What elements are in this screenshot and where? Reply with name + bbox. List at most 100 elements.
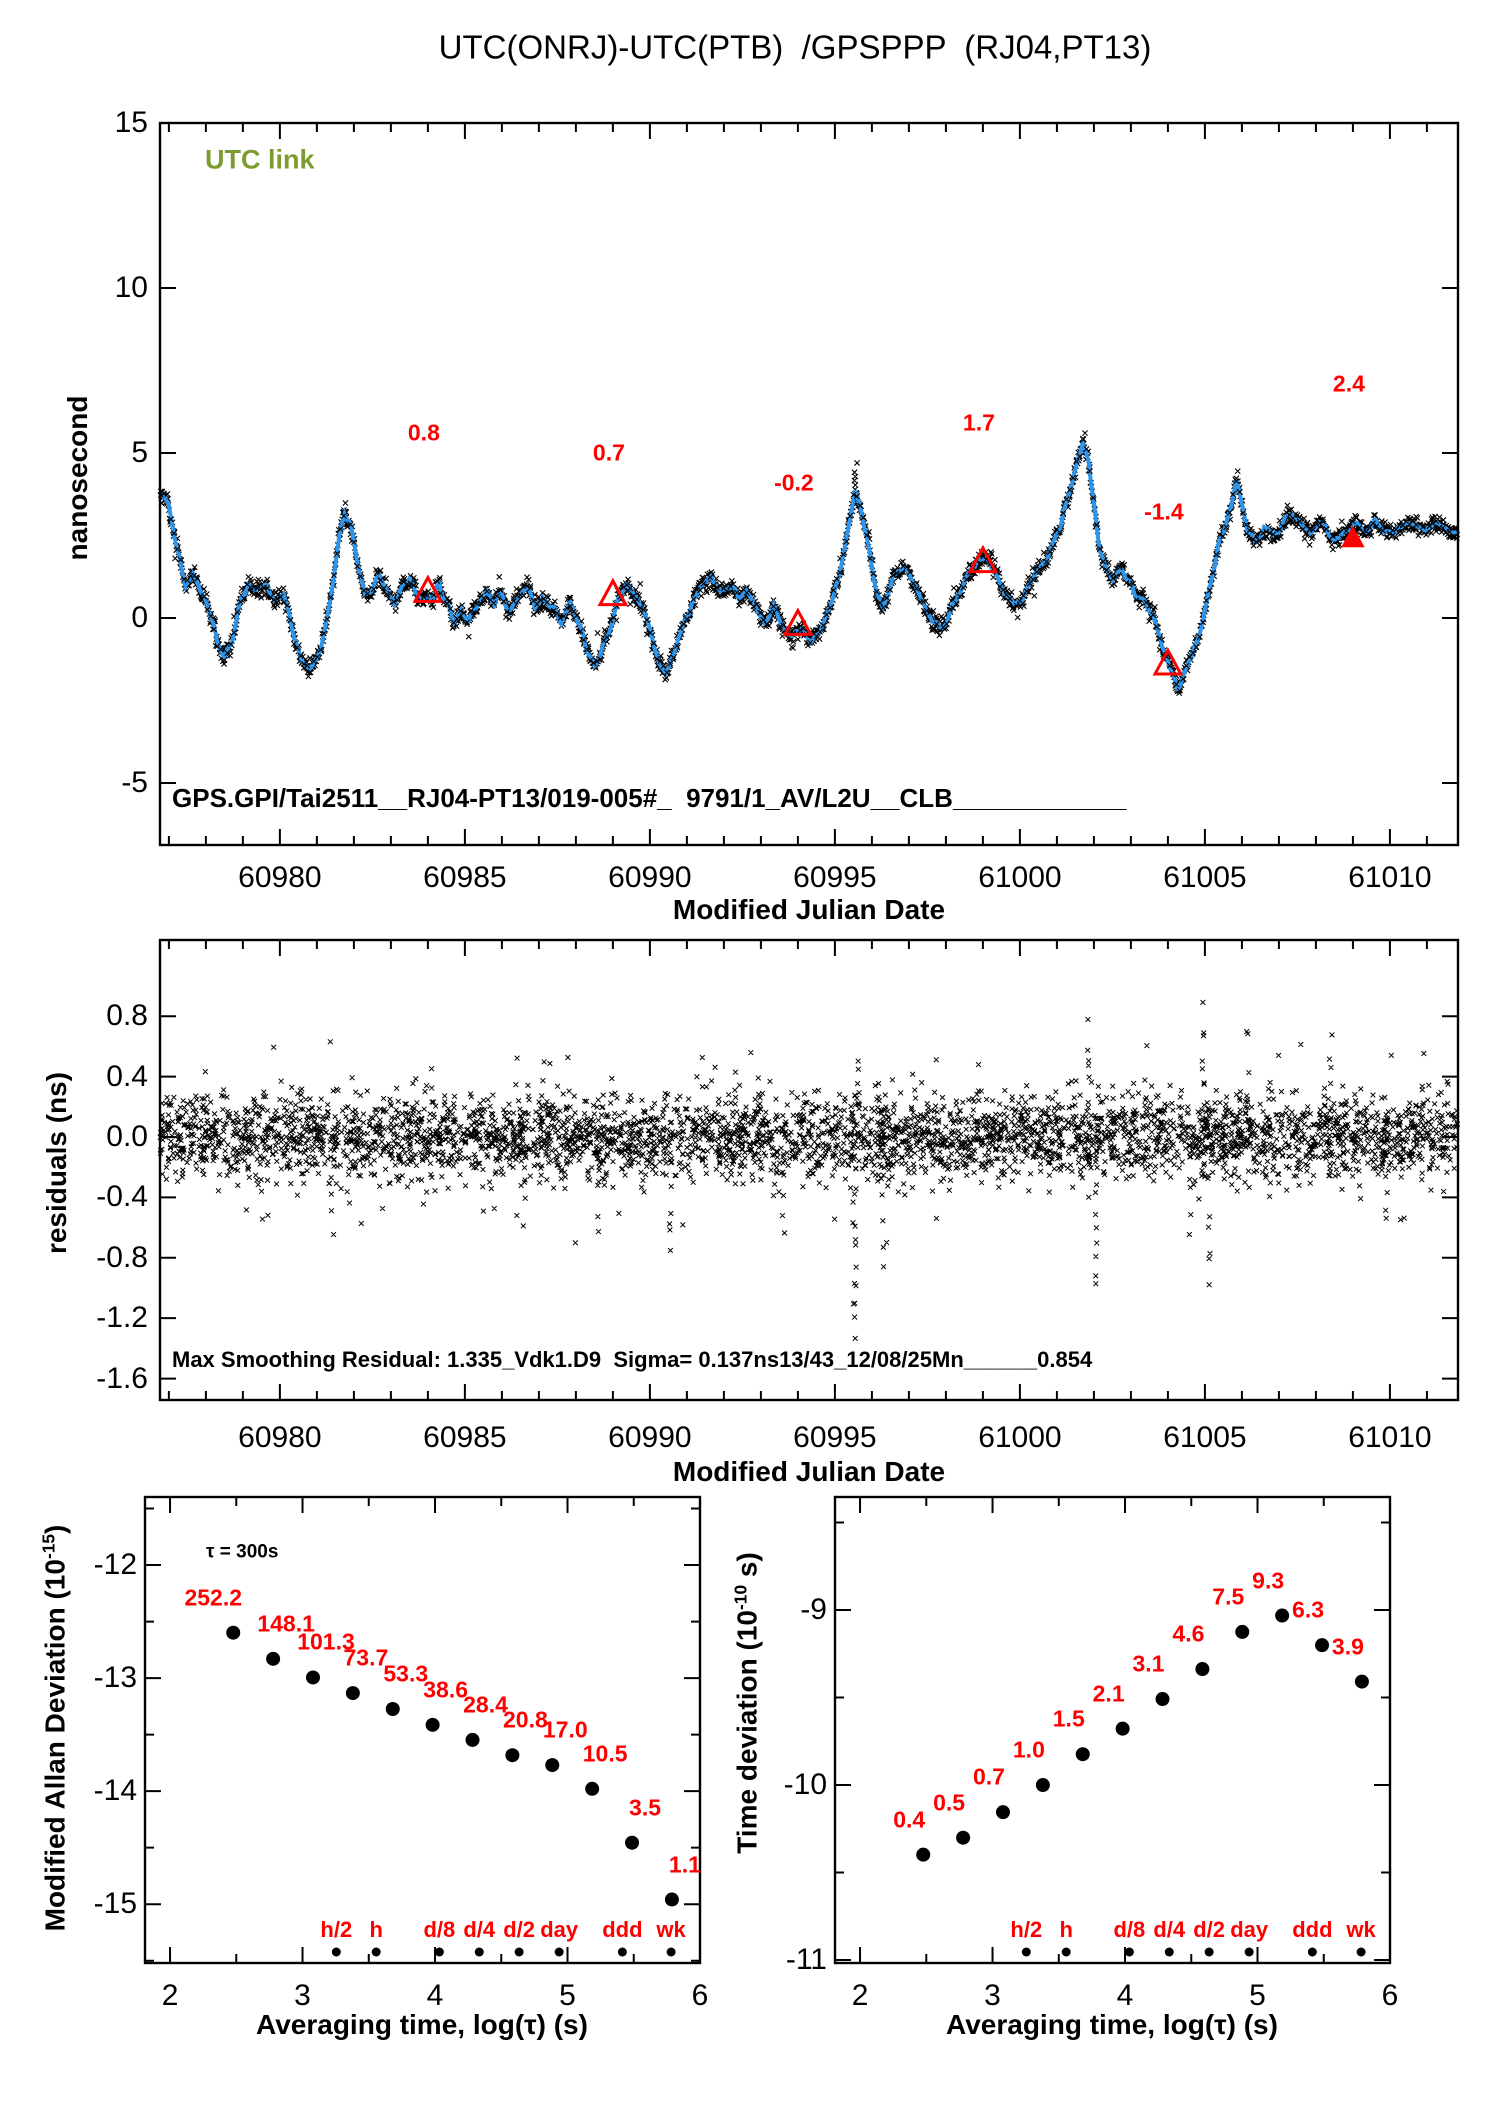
tdev-time-mark-dot <box>1164 1947 1174 1957</box>
mdev-x-tick-label: 2 <box>161 1979 179 2012</box>
tdev-value-label: 9.3 <box>1252 1567 1285 1594</box>
calibration-value-label: 0.8 <box>407 419 440 446</box>
top-y-tick-label: 0 <box>131 600 148 634</box>
tdev-time-mark-dot <box>1204 1947 1214 1957</box>
mdev-value-label: 10.5 <box>582 1740 628 1767</box>
residuals-panel-frame <box>158 938 1460 1402</box>
top-x-tick-label: 61005 <box>1163 861 1247 894</box>
mdev-data-point <box>625 1835 640 1850</box>
tdev-time-mark-label: d/2 <box>1193 1917 1226 1942</box>
tdev-y-title-suffix: s) <box>731 1552 763 1585</box>
tdev-time-mark-label: day <box>1230 1917 1269 1942</box>
residuals-x-tick-label: 60995 <box>793 1421 877 1454</box>
calibration-value-label: -0.2 <box>774 469 814 496</box>
mdev-time-mark-label: d/2 <box>503 1917 536 1942</box>
top-x-axis-title: Modified Julian Date <box>672 894 946 925</box>
residuals-x-tick-label: 60985 <box>423 1421 507 1454</box>
residuals-y-axis-title: residuals (ns) <box>41 1071 72 1255</box>
top-x-tick-label: 61000 <box>978 861 1062 894</box>
top-y-axis-title: nanosecond <box>62 395 93 561</box>
mdev-value-label: 3.5 <box>629 1794 662 1821</box>
residuals-y-tick-label: -0.8 <box>96 1240 148 1274</box>
mdev-time-mark-label: ddd <box>602 1917 643 1942</box>
mdev-y-title-suffix: ) <box>39 1524 71 1534</box>
residuals-x-tick-label: 61010 <box>1348 1421 1432 1454</box>
mdev-x-tick-label: 5 <box>559 1979 576 2012</box>
mdev-time-mark-label: h/2 <box>320 1917 353 1942</box>
top-y-tick-label: 5 <box>131 435 148 469</box>
tau-note: τ = 300s <box>206 1541 279 1563</box>
calibration-triangle-marker <box>1152 647 1184 676</box>
tdev-time-mark-label: h/2 <box>1010 1917 1043 1942</box>
tdev-data-point <box>1075 1747 1090 1762</box>
mdev-data-point <box>345 1686 360 1701</box>
tdev-x-tick-label: 4 <box>1116 1979 1134 2012</box>
tdev-value-label: 3.9 <box>1331 1633 1364 1660</box>
mdev-value-label: 28.4 <box>463 1691 508 1718</box>
calibration-value-label: 1.7 <box>962 409 995 436</box>
calibration-triangle-marker <box>412 574 444 603</box>
top-footer-label: GPS.GPI/Tai2511__RJ04-PT13/019-005#_ 979… <box>172 783 1127 813</box>
mdev-y-title-prefix: Modified Allan Deviation (10 <box>39 1559 71 1932</box>
top-x-tick-label: 60990 <box>608 861 692 894</box>
utc-link-curve <box>158 436 1458 692</box>
mdev-time-mark-dot <box>331 1947 341 1957</box>
residuals-y-tick-label: 0.4 <box>106 1059 148 1093</box>
tdev-time-mark-dot <box>1244 1947 1254 1957</box>
mdev-time-mark-label: wk <box>656 1917 686 1942</box>
tdev-y-axis-title: Time deviation (10-10 s) <box>730 1552 763 1854</box>
tdev-y-tick-label: -9 <box>800 1593 827 1627</box>
tdev-time-mark-dot <box>1061 1947 1071 1957</box>
tdev-x-tick-label: 5 <box>1249 1979 1266 2012</box>
residuals-y-tick-label: -0.4 <box>96 1180 148 1214</box>
tdev-value-label: 1.5 <box>1052 1705 1085 1732</box>
top-y-tick-label: 10 <box>114 270 148 304</box>
tdev-x-tick-label: 3 <box>984 1979 1001 2012</box>
mdev-value-label: 38.6 <box>423 1676 469 1703</box>
mdev-value-label: 17.0 <box>542 1716 588 1743</box>
calibration-value-label: -1.4 <box>1144 498 1184 525</box>
mdev-y-axis-title: Modified Allan Deviation (10-15) <box>38 1524 71 1932</box>
tdev-y-title-exponent: -10 <box>730 1584 751 1610</box>
top-panel-frame <box>158 121 1460 847</box>
calibration-value-label: 0.7 <box>592 439 625 466</box>
mdev-data-point <box>305 1670 320 1685</box>
residual-annotation: Max Smoothing Residual: 1.335_Vdk1.D9 Si… <box>172 1347 1093 1372</box>
mdev-time-mark-dot <box>474 1947 484 1957</box>
mdev-time-mark-label: day <box>540 1917 579 1942</box>
mdev-data-point <box>226 1625 241 1640</box>
tdev-time-mark-label: ddd <box>1292 1917 1333 1942</box>
mdev-panel-frame <box>143 1495 702 1965</box>
figure-title: UTC(ONRJ)-UTC(PTB) /GPSPPP (RJ04,PT13) <box>438 28 1152 66</box>
tdev-data-point <box>1275 1608 1290 1623</box>
mdev-time-mark-label: d/4 <box>463 1917 496 1942</box>
mdev-value-label: 252.2 <box>184 1584 243 1611</box>
residuals-y-tick-label: 0.0 <box>106 1120 148 1153</box>
tdev-data-point <box>956 1830 971 1845</box>
tdev-value-label: 1.0 <box>1012 1736 1045 1763</box>
mdev-data-point <box>545 1758 560 1773</box>
mdev-x-tick-label: 4 <box>426 1979 444 2012</box>
tdev-time-mark-label: d/4 <box>1153 1917 1186 1942</box>
mdev-time-mark-dot <box>554 1947 564 1957</box>
utc-link-label: UTC link <box>205 144 315 175</box>
tdev-time-mark-label: d/8 <box>1113 1917 1146 1942</box>
top-x-tick-label: 60985 <box>423 861 507 894</box>
top-x-tick-label: 60995 <box>793 861 877 894</box>
mdev-data-point <box>585 1781 600 1796</box>
residuals-x-tick-label: 60990 <box>608 1421 692 1454</box>
mdev-time-mark-dot <box>514 1947 524 1957</box>
tdev-data-point <box>1315 1638 1330 1653</box>
calibration-triangle-marker <box>1341 525 1365 548</box>
tdev-x-tick-label: 2 <box>851 1979 869 2012</box>
tdev-y-tick-label: -10 <box>783 1768 827 1802</box>
tdev-time-mark-dot <box>1021 1947 1031 1957</box>
mdev-time-mark-dot <box>371 1947 381 1957</box>
calibration-value-label: 2.4 <box>1332 370 1365 397</box>
tdev-value-label: 3.1 <box>1132 1650 1165 1677</box>
mdev-data-point <box>385 1702 400 1717</box>
calibration-triangle-marker <box>967 544 999 574</box>
mdev-value-label: 148.1 <box>257 1610 315 1637</box>
